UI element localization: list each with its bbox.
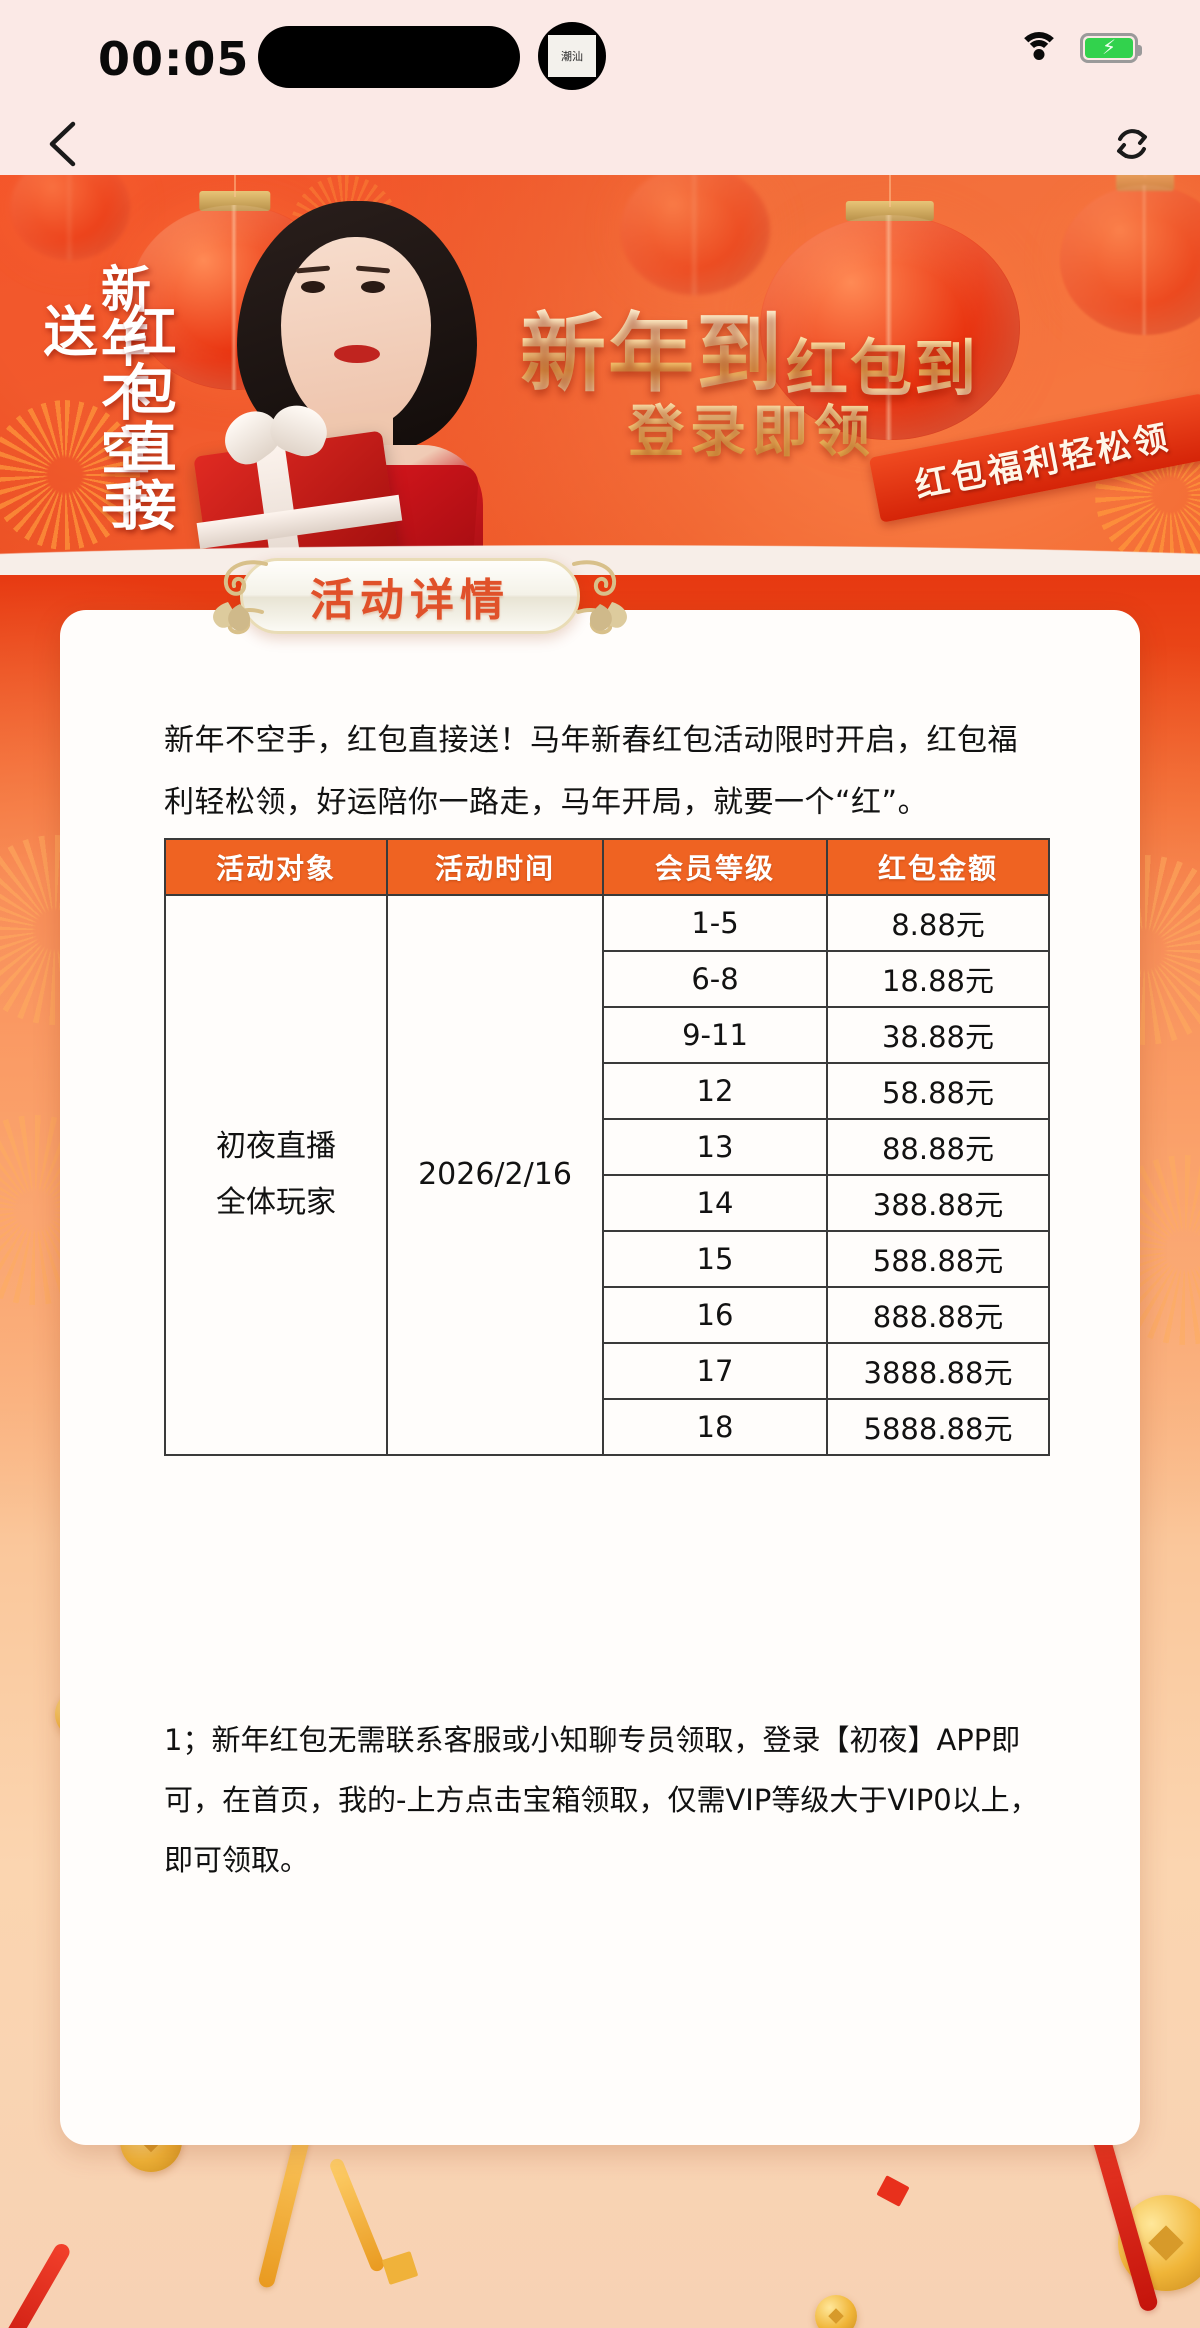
status-bar-clock: 00:05 (98, 32, 250, 86)
table-cell-level: 17 (602, 1342, 828, 1400)
gold-streamer (328, 2156, 386, 2274)
table-cell-level: 14 (602, 1174, 828, 1232)
table-row: 12 58.88元 (165, 1062, 1050, 1120)
table-header-level: 会员等级 (602, 838, 828, 896)
table-header-amount: 红包金额 (826, 838, 1050, 896)
hero-banner: 新年不空手 红包直接送 新年到 红包到 登录即领 红包福利轻松领 (0, 175, 1200, 575)
table-row: 9-11 38.88元 (165, 1006, 1050, 1064)
nav-bar (0, 108, 1200, 175)
intro-paragraph: 新年不空手，红包直接送！马年新春红包活动限时开启，红包福利轻松领，好运陪你一路走… (164, 723, 1018, 820)
badge-ornament-right (566, 552, 636, 636)
model-photo (193, 195, 525, 575)
table-cell-amount: 18.88元 (826, 950, 1050, 1008)
chevron-left-icon (49, 121, 76, 167)
refresh-icon (1117, 129, 1147, 159)
table-row: 6-8 18.88元 (165, 950, 1050, 1008)
lantern-icon (760, 215, 1020, 440)
table-cell-level: 15 (602, 1230, 828, 1288)
table-row: 18 5888.88元 (165, 1398, 1050, 1456)
table-cell-amount: 888.88元 (826, 1286, 1050, 1344)
wifi-icon (1018, 32, 1060, 64)
table-row: 14 388.88元 (165, 1174, 1050, 1232)
table-cell-amount: 88.88元 (826, 1118, 1050, 1176)
table-cell-date: 2026/2/16 (386, 894, 604, 1456)
gold-coin-icon (815, 2295, 857, 2328)
hero-vertical-text-2: 红包直接送 (34, 303, 176, 535)
avatar: 潮汕 (538, 22, 606, 90)
table-header-row: 活动对象 活动时间 会员等级 红包金额 (164, 838, 1050, 896)
table-cell-level: 1-5 (602, 894, 828, 952)
reward-table: 活动对象 活动时间 会员等级 红包金额 初夜直播 全体玩家 2026/2/16 1-5… (164, 838, 1050, 1456)
audience-line-1: 初夜直播 (216, 1129, 336, 1164)
bolt-icon: ⚡ (1101, 37, 1117, 59)
table-cell-amount: 588.88元 (826, 1230, 1050, 1288)
table-cell-level: 9-11 (602, 1006, 828, 1064)
badge-ornament-left (204, 552, 274, 636)
status-bar-indicators: ⚡ (1018, 32, 1142, 64)
back-button[interactable] (40, 121, 84, 167)
table-row: 17 3888.88元 (165, 1342, 1050, 1400)
detail-card: 新年不空手，红包直接送！马年新春红包活动限时开启，红包福利轻松领，好运陪你一路走… (60, 610, 1140, 2145)
table-cell-level: 12 (602, 1062, 828, 1120)
lantern-icon (10, 175, 130, 260)
table-cell-amount: 388.88元 (826, 1174, 1050, 1232)
status-bar: 00:05 潮汕 ⚡ (0, 0, 1200, 108)
confetti (381, 2251, 419, 2285)
table-cell-level: 18 (602, 1398, 828, 1456)
table-header-audience: 活动对象 (164, 838, 388, 896)
table-cell-amount: 3888.88元 (826, 1342, 1050, 1400)
hero-vertical-text-1: 新年不空手 (93, 263, 151, 533)
section-title-text: 活动详情 (310, 575, 510, 626)
avatar-label: 潮汕 (548, 35, 596, 77)
table-cell-level: 16 (602, 1286, 828, 1344)
hero-subtitle: 登录即领 (628, 387, 876, 468)
table-cell-audience: 初夜直播 全体玩家 (164, 894, 388, 1456)
table-row: 初夜直播 全体玩家 2026/2/16 1-5 8.88元 (164, 894, 1050, 1456)
table-cell-amount: 58.88元 (826, 1062, 1050, 1120)
table-cell-amount: 38.88元 (826, 1006, 1050, 1064)
table-row: 15 588.88元 (165, 1230, 1050, 1288)
section-title-badge: 活动详情 (240, 558, 580, 634)
dynamic-island (258, 26, 520, 88)
lantern-icon (1060, 185, 1200, 335)
hero-title: 新年到 红包到 (520, 283, 978, 408)
table-cell-level: 13 (602, 1118, 828, 1176)
table-cell-level: 6-8 (602, 950, 828, 1008)
hero-title-accent: 红包到 (786, 332, 979, 405)
table-cell-amount: 5888.88元 (826, 1398, 1050, 1456)
hero-bottom-fade (0, 525, 1200, 575)
refresh-button[interactable] (1108, 120, 1156, 168)
table-row: 16 888.88元 (165, 1286, 1050, 1344)
confetti (876, 2175, 910, 2207)
table-cell-amount: 8.88元 (826, 894, 1050, 952)
red-streamer (0, 2241, 73, 2328)
table-row: 13 88.88元 (165, 1118, 1050, 1176)
reward-table-body: 初夜直播 全体玩家 2026/2/16 1-5 8.88元 6-8 18.88元 9-11 38… (164, 894, 1050, 1456)
lantern-icon (620, 175, 770, 295)
hero-title-main: 新年到 (520, 304, 784, 404)
table-header-period: 活动时间 (386, 838, 604, 896)
audience-line-2: 全体玩家 (216, 1185, 336, 1220)
battery-charging-icon: ⚡ (1080, 33, 1142, 63)
footnote: 1；新年红包无需联系客服或小知聊专员领取，登录【初夜】APP即可，在首页，我的-… (164, 1723, 1039, 1877)
